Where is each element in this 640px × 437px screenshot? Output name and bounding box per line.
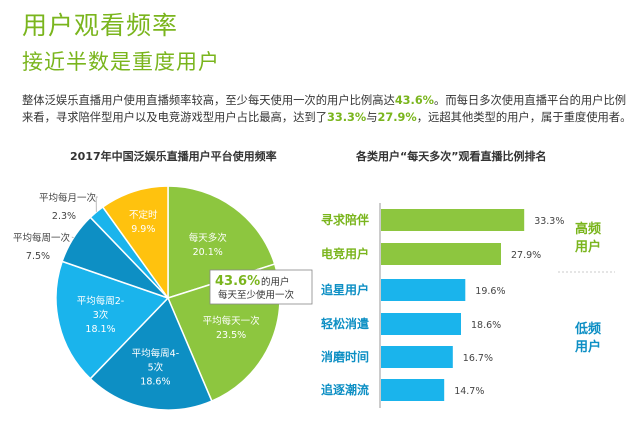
bar-value-label: 19.6% [475, 286, 505, 297]
pie-slice-label: 20.1% [193, 247, 223, 258]
callout-value: 43.6% [215, 274, 260, 289]
pie-slice-label: 9.9% [131, 224, 155, 235]
intro-text-4: ，远超其他类型的用户，属于重度使用者。 [416, 111, 632, 124]
bar-category-label: 追星用户 [321, 282, 369, 297]
bar-category-label: 消磨时间 [321, 349, 369, 364]
pie-slice-label: 3次 [93, 309, 109, 321]
bar-value-label: 18.6% [471, 320, 501, 331]
pie-outside-label: 平均每周一次 [13, 232, 71, 244]
bar-value-label: 33.3% [534, 216, 564, 227]
bar-value-label: 14.7% [454, 386, 484, 397]
bar [381, 313, 461, 335]
pie-slice-label: 平均每周2- [77, 295, 124, 307]
group-label-high: 高频 [575, 221, 601, 237]
leader-line [95, 196, 98, 212]
group-label-high-2: 用户 [574, 239, 601, 255]
group-label-low: 低频 [574, 321, 601, 337]
bar [381, 346, 453, 368]
pie-outside-value: 2.3% [52, 211, 76, 222]
intro-text-2: 。而每日多次使用直播平台的用户比例来看，寻求陪伴型用户以及电竞游戏型用户占比最高… [22, 94, 627, 124]
bar [381, 243, 501, 265]
leader-line [71, 236, 74, 239]
pie-slice [101, 185, 169, 301]
intro-highlight-1: 43.6% [394, 94, 435, 107]
pie-slice-label: 18.1% [85, 324, 115, 335]
intro-text-1: 整体泛娱乐直播用户使用直播频率较高，至少每天使用一次的用户比例高达 [22, 94, 395, 107]
pie-slice-label: 每天多次 [189, 232, 228, 244]
intro-paragraph: 整体泛娱乐直播用户使用直播频率较高，至少每天使用一次的用户比例高达43.6%。而… [22, 92, 632, 126]
bar-value-label: 16.7% [463, 353, 493, 364]
bar-category-label: 寻求陪伴 [321, 212, 369, 227]
pie-slice-label: 平均每天一次 [203, 315, 261, 327]
pie-slice-label: 5次 [148, 361, 164, 373]
intro-text-3: 与 [366, 111, 378, 124]
pie-slice [55, 260, 170, 380]
bar [381, 379, 445, 401]
page-subtitle: 接近半数是重度用户 [22, 50, 220, 74]
bar [381, 209, 525, 231]
pie-slice-label: 23.5% [216, 330, 246, 341]
intro-highlight-2: 33.3% [327, 111, 367, 124]
callout-text-2: 每天至少使用一次 [218, 289, 295, 301]
pie-slice [89, 296, 213, 411]
bar-chart-title: 各类用户“每天多次”观看直播比例排名 [356, 150, 547, 163]
bar-value-label: 27.9% [511, 250, 541, 261]
pie-slice-label: 不定时 [129, 209, 158, 221]
group-label-low-2: 用户 [574, 339, 601, 355]
bar-category-label: 轻松消遣 [321, 316, 369, 331]
page-title: 用户观看频率 [22, 11, 179, 40]
pie-outside-value: 7.5% [26, 251, 50, 262]
bar-category-label: 电竞用户 [321, 246, 369, 261]
pie-slice-label: 18.6% [140, 376, 170, 387]
pie-slice-label: 平均每周4- [132, 347, 179, 359]
intro-highlight-3: 27.9% [377, 111, 417, 124]
pie-outside-label: 平均每月一次 [39, 192, 97, 204]
pie-chart-title: 2017年中国泛娱乐直播用户平台使用频率 [70, 150, 277, 163]
bar-category-label: 追逐潮流 [321, 382, 369, 397]
bar [381, 279, 466, 301]
callout-text-1: 的用户 [261, 276, 290, 288]
callout-box [209, 269, 313, 305]
